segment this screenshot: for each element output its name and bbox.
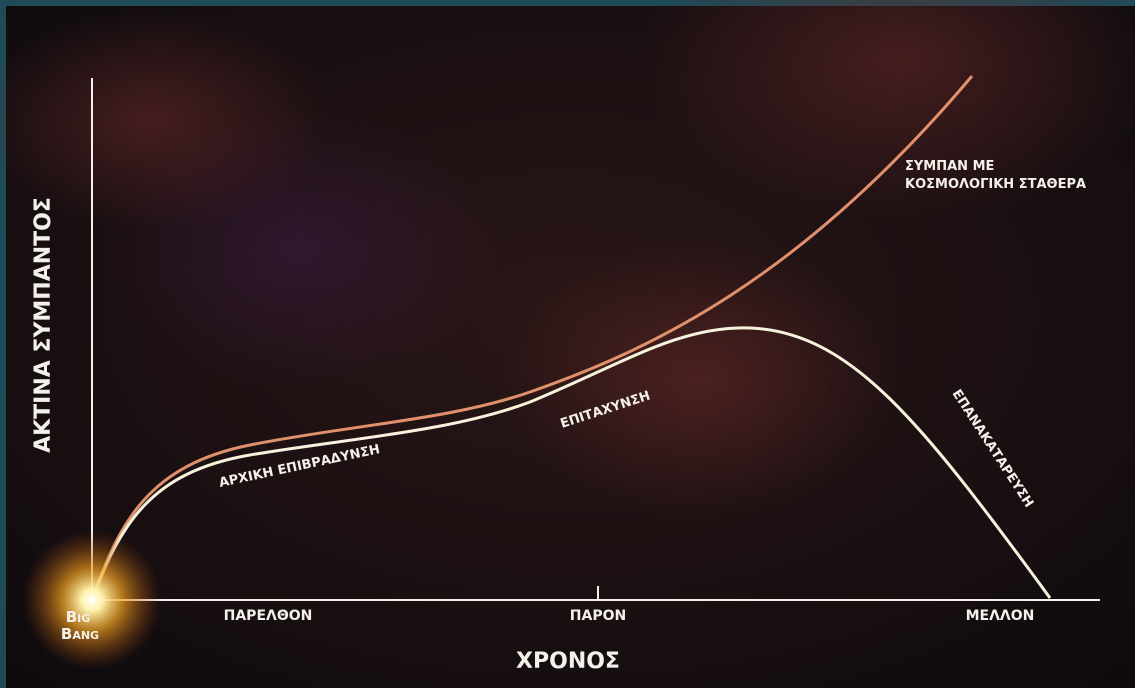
x-axis-label: ΧΡΟΝΟΣ — [516, 649, 620, 674]
curve-label: ΚΟΣΜΟΛΟΓΙΚΗ ΣΤΑΘΕΡΑ — [905, 177, 1086, 192]
time-label: ΠΑΡΟΝ — [570, 608, 626, 624]
time-label: ΜΕΛΛΟΝ — [966, 608, 1035, 624]
time-label: ΠΑΡΕΛΘΟΝ — [224, 608, 313, 624]
big-bang-glow — [22, 530, 162, 670]
origin-label: Bang — [61, 625, 99, 643]
y-axis-label: ΑΚΤΙΝΑ ΣΥΜΠΑΝΤΟΣ — [31, 197, 56, 453]
origin-label: Big — [66, 608, 91, 626]
curve-label: ΣΥΜΠΑΝ ΜΕ — [905, 159, 994, 174]
diagram: ΑΚΤΙΝΑ ΣΥΜΠΑΝΤΟΣ ΧΡΟΝΟΣ Big Bang ΠΑΡΕΛΘΟ… — [0, 0, 1135, 688]
page: ΑΚΤΙΝΑ ΣΥΜΠΑΝΤΟΣ ΧΡΟΝΟΣ Big Bang ΠΑΡΕΛΘΟ… — [0, 0, 1135, 688]
